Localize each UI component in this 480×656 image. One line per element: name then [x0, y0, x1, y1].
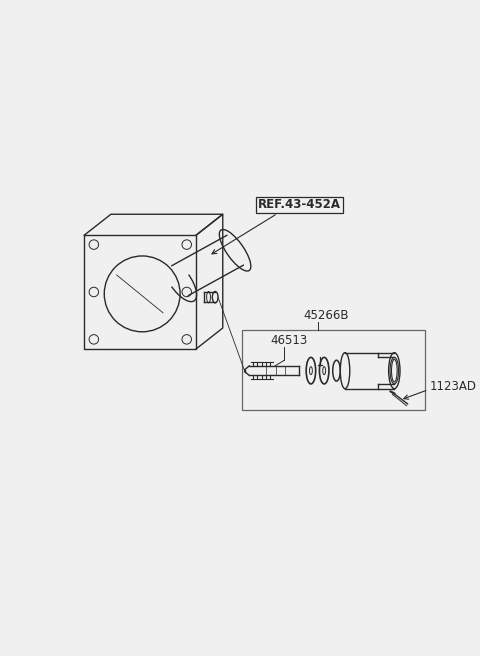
Text: 45266B: 45266B — [303, 310, 349, 322]
Text: 1123AD: 1123AD — [430, 380, 476, 393]
Bar — [242, 330, 425, 411]
Text: REF.43-452A: REF.43-452A — [258, 198, 341, 211]
Text: 46513: 46513 — [270, 334, 307, 347]
